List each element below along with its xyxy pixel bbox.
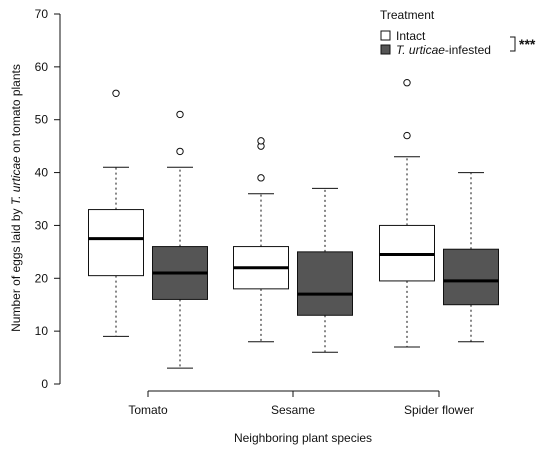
y-tick-label: 40 — [35, 166, 49, 180]
legend-swatch-intact — [380, 30, 391, 41]
box-infested — [443, 172, 499, 343]
x-tick-label: Spider flower — [404, 403, 474, 417]
x-axis-title: Neighboring plant species — [234, 431, 372, 445]
y-tick-label: 0 — [41, 377, 48, 391]
legend-label-infested: T. urticae-infested — [396, 43, 491, 57]
legend-swatch-infested — [380, 44, 391, 55]
y-axis-title: Number of eggs laid by T. urticae on tom… — [9, 64, 23, 332]
y-tick-label: 20 — [35, 271, 49, 285]
y-tick-label: 70 — [35, 7, 49, 21]
iqr-box — [88, 209, 144, 277]
legend-title: Treatment — [380, 8, 435, 22]
y-tick-label: 50 — [35, 113, 49, 127]
outlier-point — [257, 174, 265, 182]
legend-label-infested-suffix: -infested — [445, 43, 491, 57]
x-tick-label: Sesame — [271, 403, 315, 417]
legend: Treatment Intact T. urticae-infested *** — [380, 8, 536, 57]
outlier-point — [176, 147, 184, 156]
y-axis-title-suffix: on tomato plants — [9, 64, 23, 156]
y-tick-label: 60 — [35, 60, 49, 74]
box-infested — [297, 187, 353, 353]
outlier-point — [403, 131, 411, 140]
box-intact — [88, 89, 144, 337]
box-infested — [152, 110, 208, 369]
y-axis-title-species: T. urticae — [9, 156, 23, 205]
outlier-point — [257, 137, 265, 145]
significance-bracket — [510, 36, 516, 52]
legend-label-infested-species: T. urticae — [396, 43, 445, 57]
legend-label-intact: Intact — [396, 29, 426, 43]
y-axis-title-prefix: Number of eggs laid by — [9, 205, 23, 332]
iqr-box — [297, 251, 353, 316]
outlier-point — [403, 79, 411, 87]
y-tick-label: 10 — [35, 324, 49, 338]
outlier-point — [176, 110, 184, 119]
y-tick-label: 30 — [35, 218, 49, 232]
boxes — [88, 79, 499, 369]
x-tick-label: Tomato — [128, 403, 168, 417]
box-intact — [233, 137, 289, 343]
iqr-box — [443, 248, 499, 306]
box-intact — [379, 79, 435, 348]
outlier-point — [112, 89, 120, 97]
significance-label: *** — [519, 36, 536, 52]
axes: 0 10 20 30 40 50 60 70 Tomato Sesame Spider flower — [35, 7, 474, 417]
